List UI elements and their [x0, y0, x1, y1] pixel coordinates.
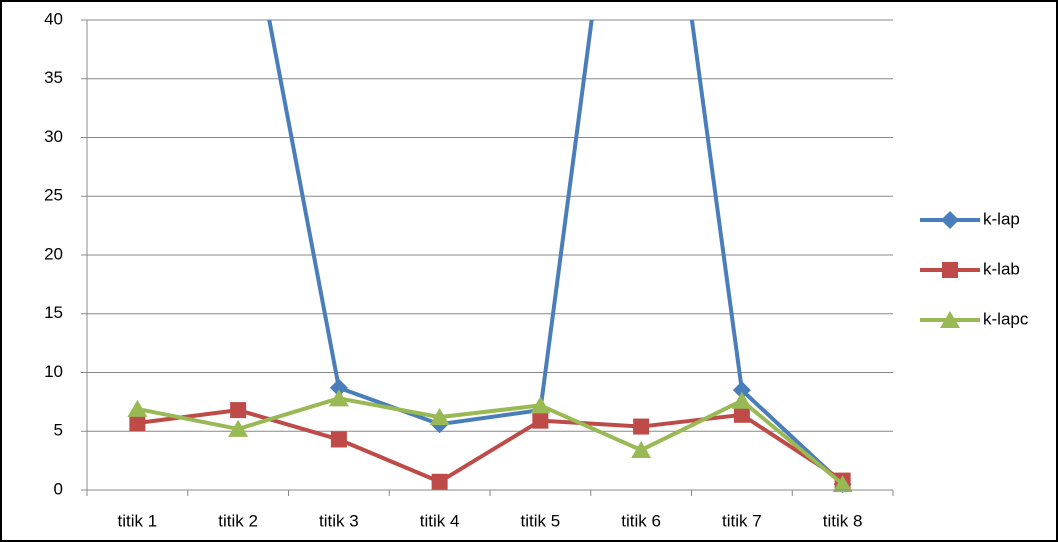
y-tick-label: 15 [44, 303, 63, 322]
marker [633, 418, 650, 435]
y-tick-label: 40 [44, 9, 63, 28]
marker [230, 402, 247, 419]
marker [941, 211, 959, 229]
marker [429, 408, 450, 426]
y-tick-label: 10 [44, 362, 63, 381]
legend-label: k-lab [983, 259, 1020, 278]
x-tick-label: titik 4 [420, 511, 460, 530]
marker [631, 441, 652, 459]
marker [431, 473, 448, 490]
x-tick-label: titik 6 [621, 511, 661, 530]
x-tick-label: titik 1 [118, 511, 158, 530]
y-tick-label: 20 [44, 244, 63, 263]
marker [940, 311, 960, 328]
y-tick-label: 30 [44, 127, 63, 146]
series-line [267, 20, 844, 486]
marker [328, 389, 349, 407]
y-tick-label: 35 [44, 68, 63, 87]
marker [129, 415, 146, 432]
x-tick-label: titik 3 [319, 511, 359, 530]
x-tick-label: titik 7 [722, 511, 762, 530]
y-tick-label: 5 [54, 421, 63, 440]
marker [127, 399, 148, 417]
legend-label: k-lapc [983, 309, 1029, 328]
x-tick-label: titik 2 [218, 511, 258, 530]
x-tick-label: titik 8 [823, 511, 863, 530]
y-tick-label: 0 [54, 479, 63, 498]
series-line [136, 396, 844, 486]
marker [832, 475, 853, 493]
marker [732, 381, 751, 400]
marker [733, 406, 750, 423]
marker [532, 412, 549, 429]
marker [228, 419, 249, 437]
series-line [137, 408, 844, 484]
legend-label: k-lap [983, 209, 1020, 228]
marker [330, 431, 347, 448]
marker [329, 378, 348, 397]
marker [942, 262, 958, 278]
marker [731, 391, 752, 409]
y-tick-label: 25 [44, 186, 63, 205]
marker [530, 396, 551, 414]
x-tick-label: titik 5 [521, 511, 561, 530]
